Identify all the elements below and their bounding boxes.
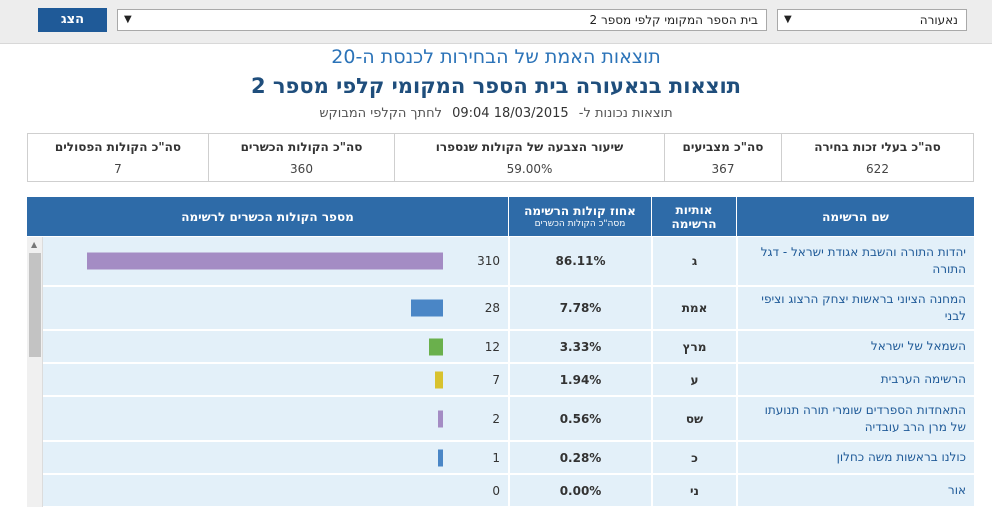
list-letters-cell: ג	[651, 237, 736, 285]
vote-count: 0	[492, 483, 500, 498]
school-select-value: בית הספר המקומי קלפי מספר 2	[589, 13, 758, 27]
header-letters-line2: הרשימה	[671, 216, 717, 231]
vote-bar	[87, 252, 443, 270]
vote-count: 12	[484, 339, 500, 354]
list-name-cell[interactable]: כולנו בראשות משה כחלון	[736, 442, 974, 473]
summary-value: 7	[114, 162, 122, 176]
summary-label: שיעור הצבעה של הקולות שנספרו	[435, 140, 624, 154]
vote-count: 7	[492, 372, 500, 387]
list-letters-cell: מרץ	[651, 331, 736, 362]
vote-bar	[438, 410, 443, 427]
show-button[interactable]: הצג	[38, 8, 107, 32]
vote-bar-cell: 310	[43, 237, 508, 285]
vote-count: 1	[492, 450, 500, 465]
vote-percent-cell: 0.00%	[508, 475, 651, 506]
school-select[interactable]: ▼ בית הספר המקומי קלפי מספר 2	[117, 9, 767, 31]
table-row: הרשימה הערבית ע 1.94% 7	[43, 364, 974, 397]
vote-count: 2	[492, 411, 500, 426]
updated-line: תוצאות נכונות ל- 18/03/2015 09:04 לחתך ה…	[0, 106, 992, 121]
page-title: תוצאות בנאעורה בית הספר המקומי קלפי מספר…	[250, 74, 742, 98]
summary-value: 360	[290, 162, 313, 176]
dropdown-caret-icon: ▼	[784, 14, 792, 25]
list-name-cell[interactable]: אור	[736, 475, 974, 506]
updated-suffix: לחתך הקלפי המבוקש	[319, 106, 442, 121]
header-list-letters: אותיות הרשימה	[651, 197, 736, 236]
updated-datetime: 18/03/2015 09:04	[452, 106, 569, 121]
summary-panel: סה"כ בעלי זכות בחירה 622 סה"כ מצביעים 36…	[27, 133, 974, 182]
list-letters-cell: כ	[651, 442, 736, 473]
summary-value: 59.00%	[506, 162, 553, 176]
summary-eligible: סה"כ בעלי זכות בחירה 622	[781, 134, 973, 181]
summary-invalid-votes: סה"כ הקולות הפסולים 7	[28, 134, 208, 181]
page-subtitle: תוצאות האמת של הבחירות לכנסת ה-20	[331, 46, 661, 68]
list-letters-cell: ני	[651, 475, 736, 506]
list-name-cell[interactable]: יהדות התורה והשבת אגודת ישראל - דגל התור…	[736, 237, 974, 285]
table-row: השמאל של ישראל מרץ 3.33% 12	[43, 331, 974, 364]
summary-label: סה"כ מצביעים	[682, 140, 764, 154]
list-name-cell[interactable]: הרשימה הערבית	[736, 364, 974, 395]
list-letters-cell: שס	[651, 397, 736, 440]
list-letters-cell: אמת	[651, 287, 736, 329]
scroll-up-icon[interactable]: ▲	[31, 240, 38, 249]
vote-percent-cell: 86.11%	[508, 237, 651, 285]
vote-bar	[438, 449, 443, 466]
vote-bar	[429, 338, 443, 355]
table-row: התאחדות הספרדים שומרי תורה תנועתו של מרן…	[43, 397, 974, 442]
dropdown-caret-icon: ▼	[124, 14, 132, 25]
vote-count: 310	[477, 254, 500, 268]
vote-percent-cell: 7.78%	[508, 287, 651, 329]
table-row: כולנו בראשות משה כחלון כ 0.28% 1	[43, 442, 974, 475]
results-scrollbar[interactable]: ▲	[27, 237, 43, 507]
vote-percent-cell: 3.33%	[508, 331, 651, 362]
header-vote-count: מספר הקולות הכשרים לרשימה	[181, 209, 354, 224]
vote-bar-cell: 1	[43, 442, 508, 473]
summary-valid-votes: סה"כ הקולות הכשרים 360	[208, 134, 394, 181]
summary-voters: סה"כ מצביעים 367	[664, 134, 781, 181]
header-vote-percent: אחוז קולות הרשימה מסה"כ הקולות הכשרים	[508, 197, 651, 236]
summary-turnout: שיעור הצבעה של הקולות שנספרו 59.00%	[394, 134, 664, 181]
table-row: יהדות התורה והשבת אגודת ישראל - דגל התור…	[43, 237, 974, 287]
top-filter-bar: הצג ▼ בית הספר המקומי קלפי מספר 2 ▼ נאעו…	[0, 0, 992, 44]
vote-count: 28	[484, 301, 500, 315]
vote-bar	[411, 299, 443, 317]
header-pct-line1: אחוז קולות הרשימה	[524, 204, 636, 218]
town-select-value: נאעורה	[919, 13, 958, 27]
vote-bar-cell: 7	[43, 364, 508, 395]
list-letters-cell: ע	[651, 364, 736, 395]
header-pct-line2: מסה"כ הקולות הכשרים	[534, 219, 626, 229]
list-name-cell[interactable]: השמאל של ישראל	[736, 331, 974, 362]
summary-label: סה"כ בעלי זכות בחירה	[814, 140, 941, 154]
summary-label: סה"כ הקולות הפסולים	[54, 140, 182, 154]
vote-bar-cell: 28	[43, 287, 508, 329]
vote-bar-cell: 2	[43, 397, 508, 440]
results-table-header: שם הרשימה אותיות הרשימה אחוז קולות הרשימ…	[27, 197, 974, 236]
vote-percent-cell: 0.56%	[508, 397, 651, 440]
vote-bar-cell: 12	[43, 331, 508, 362]
header-letters-line1: אותיות	[675, 202, 713, 217]
vote-percent-cell: 1.94%	[508, 364, 651, 395]
summary-label: סה"כ הקולות הכשרים	[240, 140, 363, 154]
vote-bar-cell: 0	[43, 475, 508, 506]
town-select[interactable]: ▼ נאעורה	[777, 9, 967, 31]
results-table-body: יהדות התורה והשבת אגודת ישראל - דגל התור…	[43, 237, 974, 507]
vote-bar	[435, 371, 443, 388]
list-name-cell[interactable]: התאחדות הספרדים שומרי תורה תנועתו של מרן…	[736, 397, 974, 440]
table-row: המחנה הציוני בראשות יצחק הרצוג וציפי לבנ…	[43, 287, 974, 331]
updated-prefix: תוצאות נכונות ל-	[578, 106, 673, 121]
header-list-name: שם הרשימה	[736, 197, 974, 236]
list-name-cell[interactable]: המחנה הציוני בראשות יצחק הרצוג וציפי לבנ…	[736, 287, 974, 329]
table-row: אור ני 0.00% 0	[43, 475, 974, 507]
vote-percent-cell: 0.28%	[508, 442, 651, 473]
summary-value: 622	[866, 162, 889, 176]
scrollbar-thumb[interactable]	[29, 253, 41, 357]
summary-value: 367	[711, 162, 735, 176]
